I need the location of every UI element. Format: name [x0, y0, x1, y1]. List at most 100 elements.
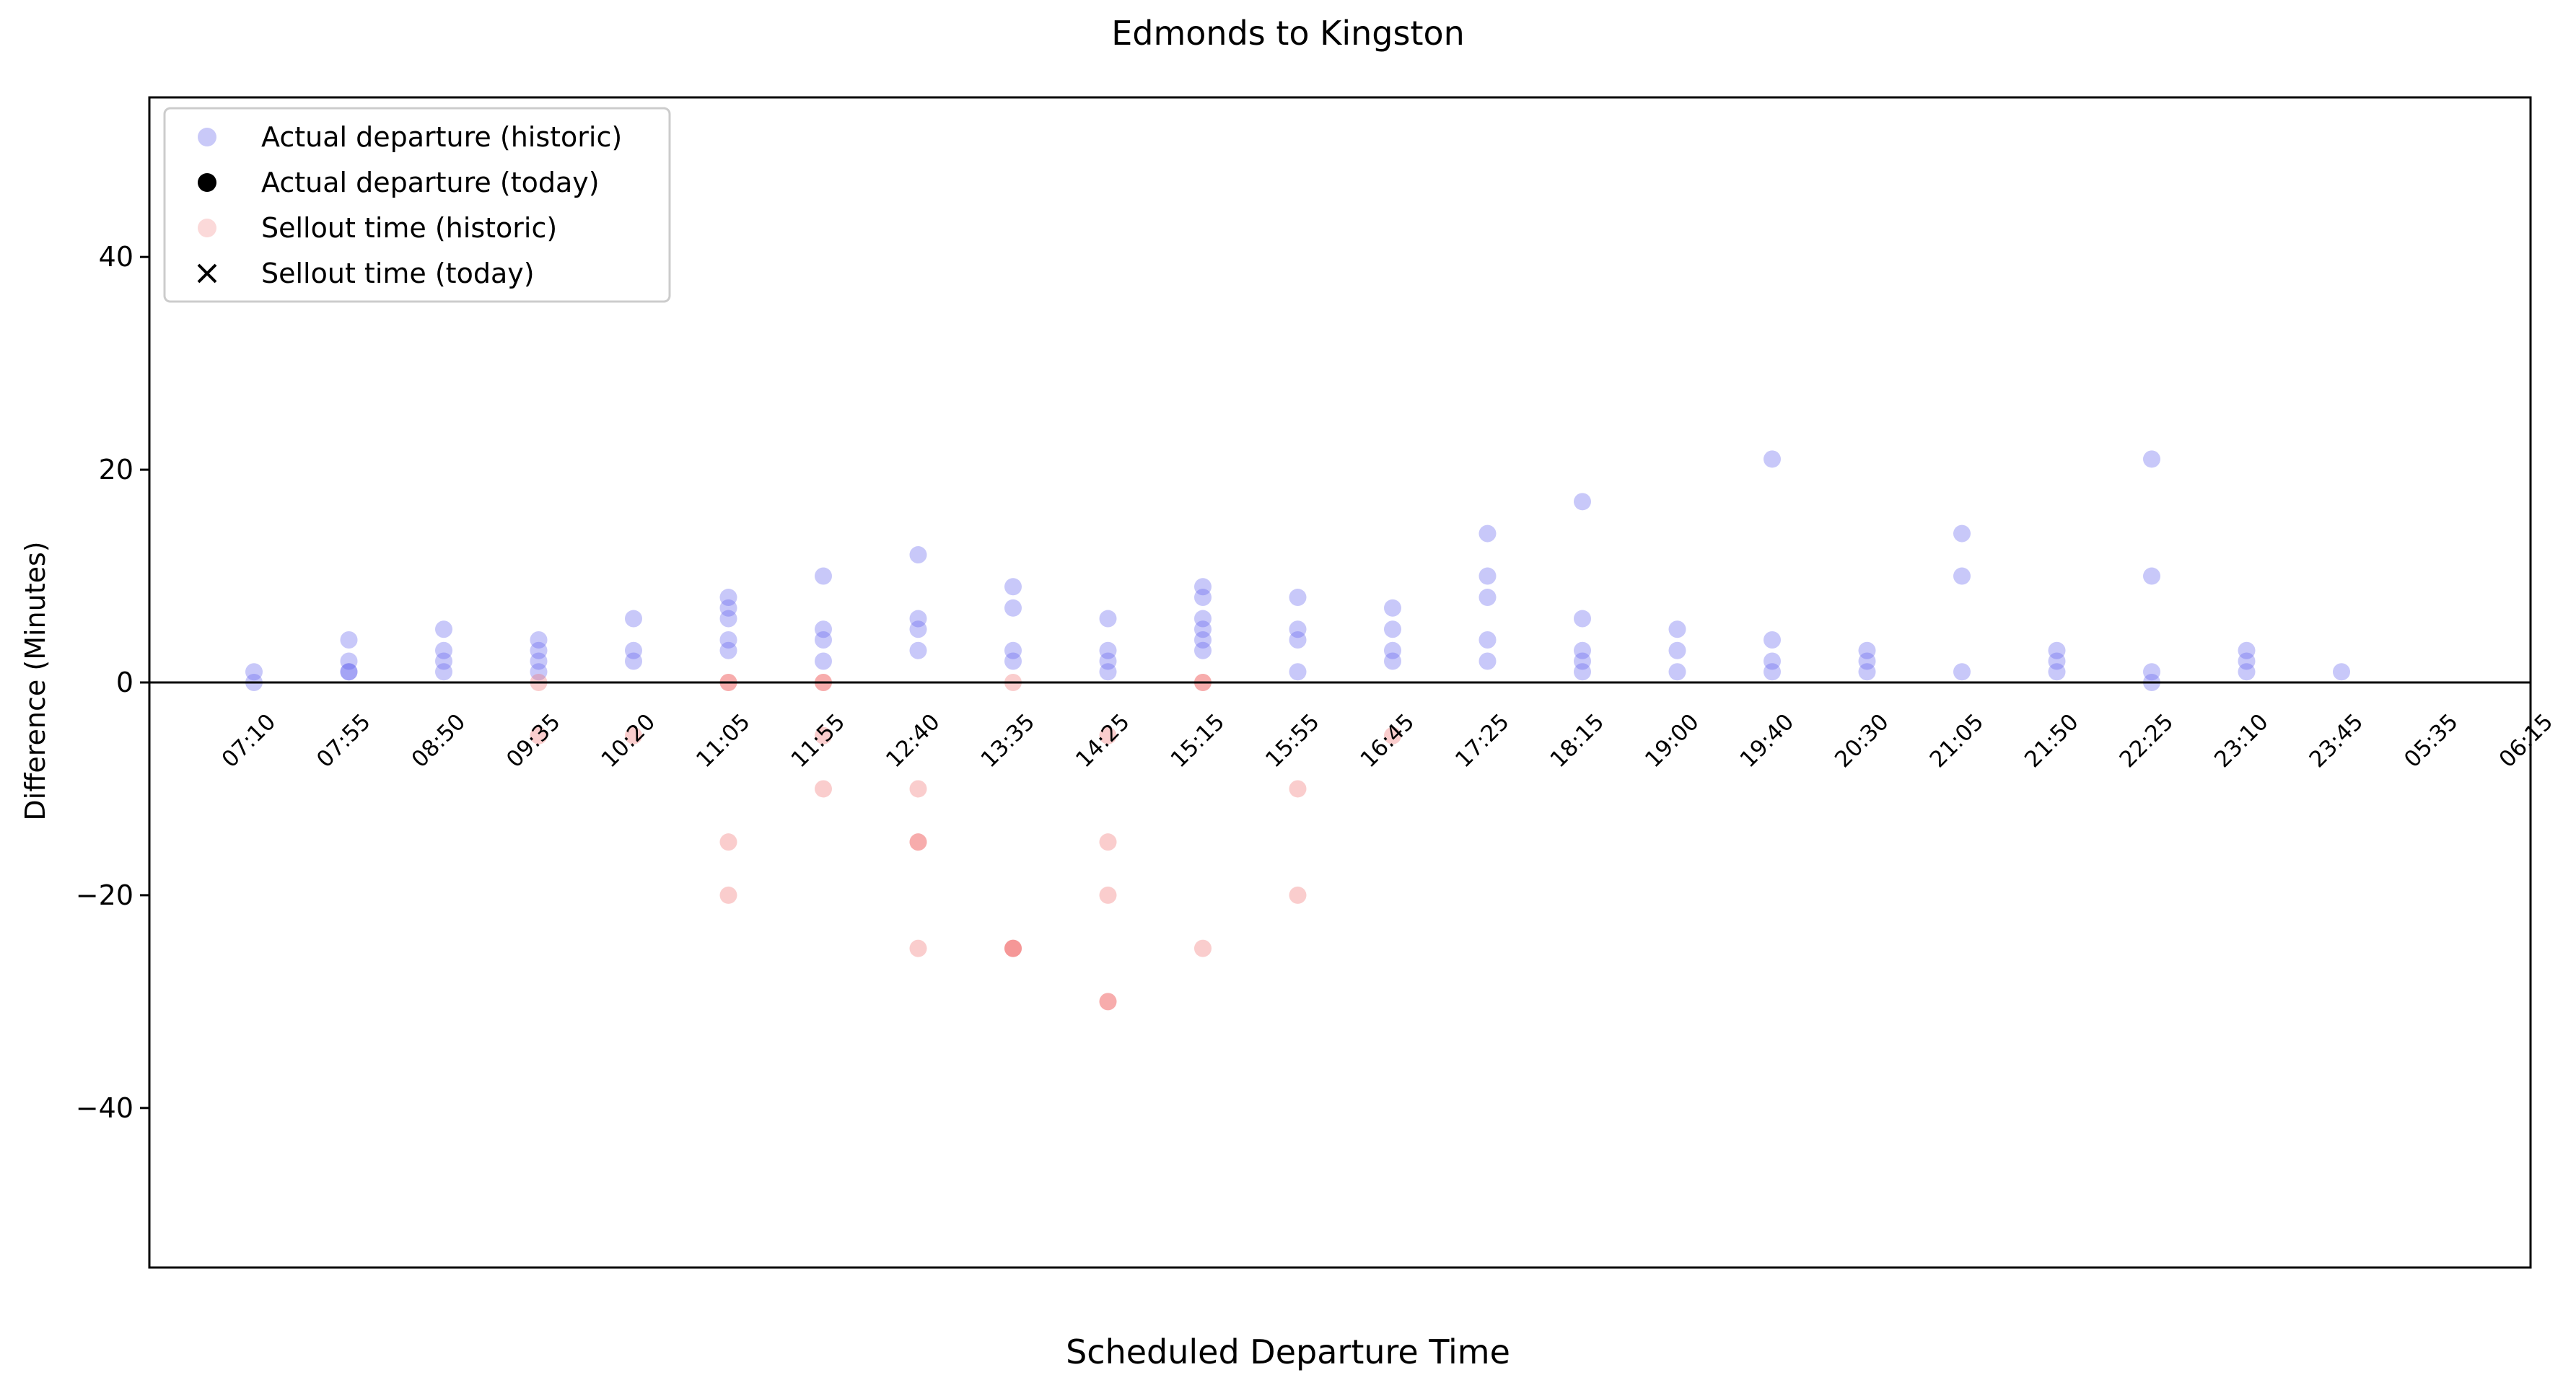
- legend: Actual departure (historic) Actual depart…: [163, 107, 671, 303]
- legend-label: Sellout time (today): [261, 258, 535, 289]
- data-point: [719, 886, 737, 904]
- x-tick-label: 17:25: [1450, 709, 1515, 773]
- data-point: [1194, 589, 1212, 607]
- data-point: [1478, 652, 1497, 670]
- x-tick-label: 07:55: [312, 709, 376, 773]
- data-point: [1384, 726, 1401, 744]
- data-point: [1289, 780, 1307, 798]
- data-point: [2143, 450, 2160, 468]
- x-tick-label: 22:25: [2115, 709, 2179, 773]
- data-point: [1194, 641, 1212, 659]
- y-tick-label: −40: [76, 1092, 133, 1124]
- data-point: [1099, 652, 1117, 670]
- legend-marker: [198, 219, 216, 237]
- data-point: [340, 663, 358, 681]
- y-tick-label: 20: [99, 454, 133, 486]
- data-point: [1384, 620, 1401, 638]
- legend-marker-x: [197, 263, 217, 284]
- x-tick-label: 12:40: [881, 709, 945, 773]
- data-point: [2048, 641, 2066, 659]
- data-point: [1953, 524, 1971, 543]
- data-point: [909, 939, 927, 957]
- data-point: [1289, 620, 1307, 638]
- data-point: [909, 780, 927, 798]
- data-point: [719, 833, 737, 851]
- data-point: [530, 663, 548, 681]
- data-point: [1764, 663, 1781, 681]
- data-point: [1953, 663, 1971, 681]
- x-tick-label: 06:15: [2494, 709, 2559, 773]
- data-point: [1574, 652, 1591, 670]
- data-point: [909, 833, 927, 851]
- data-point: [1099, 663, 1117, 681]
- data-point: [1099, 726, 1117, 744]
- data-point: [1574, 663, 1591, 681]
- x-tick-label: 10:20: [597, 709, 661, 773]
- series-actual-departure-historic: [245, 450, 2350, 691]
- data-point: [1953, 567, 1971, 585]
- data-point: [530, 631, 548, 649]
- data-point: [1384, 599, 1401, 617]
- data-point: [1574, 610, 1591, 628]
- data-point: [1099, 993, 1117, 1011]
- series-sellout-time-historic: [530, 674, 1401, 1011]
- data-point: [1764, 652, 1781, 670]
- legend-marker: [198, 128, 216, 146]
- data-point: [435, 641, 452, 659]
- data-point: [625, 610, 642, 628]
- data-point: [1099, 833, 1117, 851]
- data-point: [719, 599, 737, 617]
- legend-label: Actual departure (historic): [261, 121, 622, 153]
- x-tick-label: 15:55: [1261, 709, 1325, 773]
- data-point: [1099, 886, 1117, 904]
- x-tick-label: 13:35: [976, 709, 1041, 773]
- data-point: [530, 641, 548, 659]
- x-tick-label: 14:25: [1071, 709, 1135, 773]
- data-point: [909, 833, 927, 851]
- data-point: [909, 610, 927, 628]
- data-point: [2048, 652, 2066, 670]
- data-point: [625, 641, 642, 659]
- legend-box: [163, 107, 671, 303]
- data-point: [1194, 631, 1212, 649]
- data-point: [1289, 631, 1307, 649]
- data-point: [2143, 567, 2160, 585]
- data-point: [340, 652, 358, 670]
- data-point: [1004, 939, 1022, 957]
- data-point: [1668, 620, 1686, 638]
- x-tick-label: 11:55: [787, 709, 851, 773]
- y-tick-label: −20: [76, 879, 133, 911]
- y-tick-label: 40: [99, 241, 133, 273]
- x-tick-label: 16:45: [1356, 709, 1420, 773]
- data-point: [815, 620, 832, 638]
- y-axis-label: Difference (Minutes): [19, 541, 51, 820]
- x-ticks: 07:10 07:55 08:50 09:35 10:20 11:05 11:55 12:40…: [217, 709, 2559, 773]
- data-point: [245, 663, 263, 681]
- x-tick-label: 21:50: [2020, 709, 2084, 773]
- data-point: [435, 663, 452, 681]
- data-point: [1858, 652, 1876, 670]
- data-point: [2143, 663, 2160, 681]
- data-point: [530, 652, 548, 670]
- legend-label: Sellout time (historic): [261, 212, 557, 244]
- data-point: [2333, 663, 2350, 681]
- x-tick-label: 07:10: [217, 709, 281, 773]
- data-point: [1668, 663, 1686, 681]
- data-point: [2238, 652, 2256, 670]
- x-tick-label: 18:15: [1546, 709, 1610, 773]
- data-point: [1574, 641, 1591, 659]
- data-point: [625, 652, 642, 670]
- legend-label: Actual departure (today): [261, 167, 600, 198]
- data-point: [1289, 886, 1307, 904]
- x-tick-label: 21:05: [1925, 709, 1989, 773]
- data-point: [435, 652, 452, 670]
- chart-title: Edmonds to Kingston: [1111, 14, 1465, 53]
- data-point: [530, 726, 548, 744]
- data-point: [1478, 524, 1497, 543]
- data-point: [1384, 652, 1401, 670]
- data-point: [1099, 641, 1117, 659]
- data-point: [1478, 567, 1497, 585]
- data-point: [1099, 610, 1117, 628]
- data-point: [2048, 663, 2066, 681]
- data-point: [1764, 631, 1781, 649]
